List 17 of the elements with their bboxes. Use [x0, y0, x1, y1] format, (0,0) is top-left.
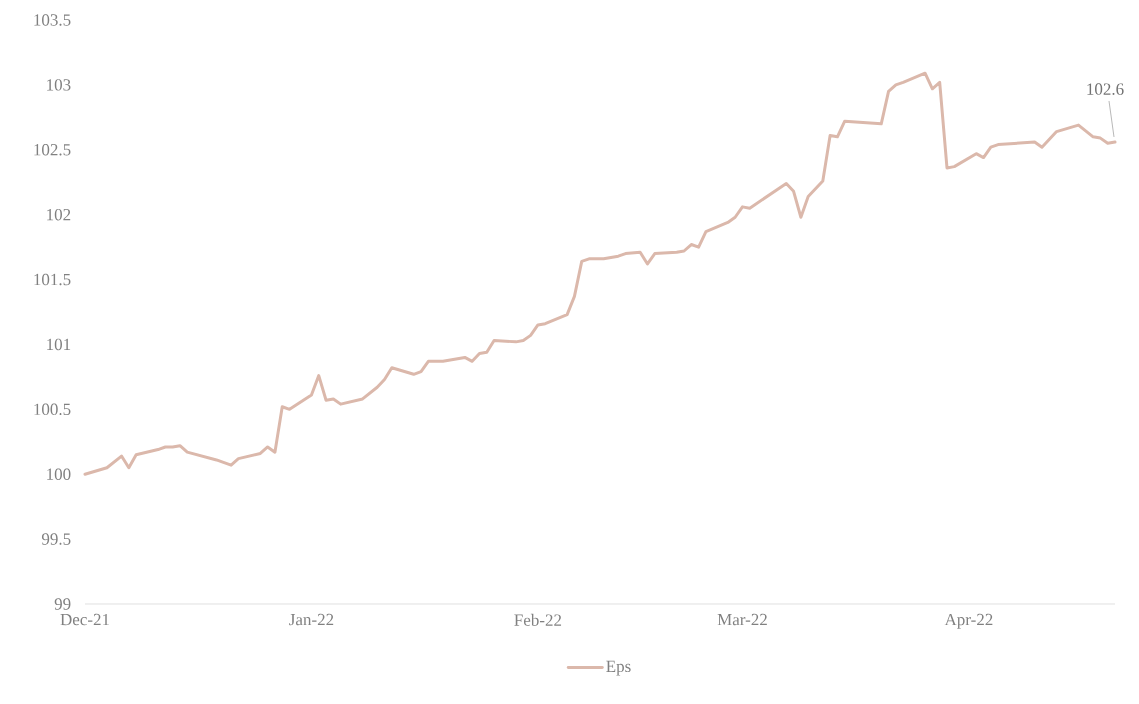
y-tick-label: 102.5 [34, 143, 71, 156]
y-tick-label: 100.5 [34, 403, 71, 416]
x-tick-label: Dec-21 [60, 613, 109, 626]
x-tick-label: Mar-22 [717, 613, 767, 626]
annotation: 102.6 [1087, 83, 1124, 95]
y-tick-label: 101 [47, 338, 71, 351]
y-tick-label: 100 [47, 468, 71, 480]
y-tick-label: 103.5 [34, 14, 71, 26]
y-tick-label: 99 [54, 598, 71, 610]
x-tick-label: Jan-22 [289, 613, 334, 626]
x-tick-label: Apr-22 [944, 613, 993, 629]
x-tick-label: Feb-22 [514, 613, 562, 626]
y-tick-label: 103 [47, 79, 71, 91]
y-tick-label: 102 [47, 208, 71, 221]
y-tick-label: 101.5 [34, 273, 71, 286]
legend-label: Eps [606, 660, 631, 676]
y-tick-label: 99.5 [41, 533, 71, 545]
